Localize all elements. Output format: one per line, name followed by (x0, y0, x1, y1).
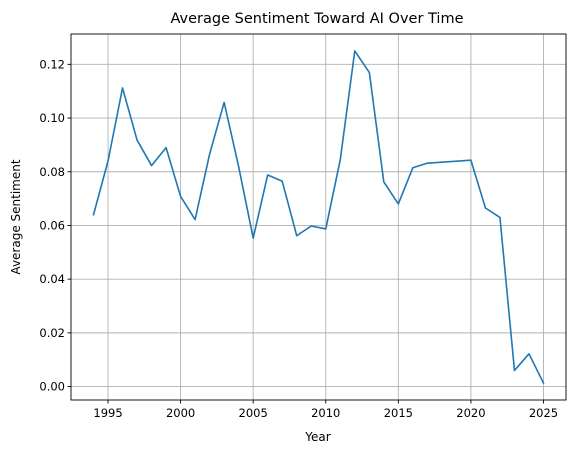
y-tick-label: 0.10 (39, 111, 65, 125)
x-tick-label: 2005 (239, 406, 268, 420)
x-axis-label: Year (304, 430, 330, 444)
x-tick-label: 2010 (311, 406, 340, 420)
series-line (92, 50, 545, 385)
y-axis-label: Average Sentiment (9, 159, 23, 274)
x-tick-label: 2020 (456, 406, 485, 420)
grid-lines (71, 34, 566, 400)
y-tick-label: 0.00 (39, 380, 65, 394)
x-tick-label: 1995 (93, 406, 122, 420)
x-tick-label: 2025 (529, 406, 558, 420)
x-tick-label: 2000 (166, 406, 195, 420)
y-tick-label: 0.04 (39, 272, 65, 286)
y-tick-label: 0.06 (39, 218, 65, 232)
series-layer (92, 50, 545, 385)
x-tick-label: 2015 (384, 406, 413, 420)
y-tick-label: 0.12 (39, 57, 65, 71)
axis-ticks: 1995 2000 2005 2010 2015 2020 2025 0.00 0.02 0.04… (39, 57, 558, 420)
plot-frame (70, 33, 567, 401)
y-tick-label: 0.02 (39, 326, 65, 340)
chart-title: Average Sentiment Toward AI Over Time (170, 11, 463, 27)
y-tick-label: 0.08 (39, 165, 65, 179)
